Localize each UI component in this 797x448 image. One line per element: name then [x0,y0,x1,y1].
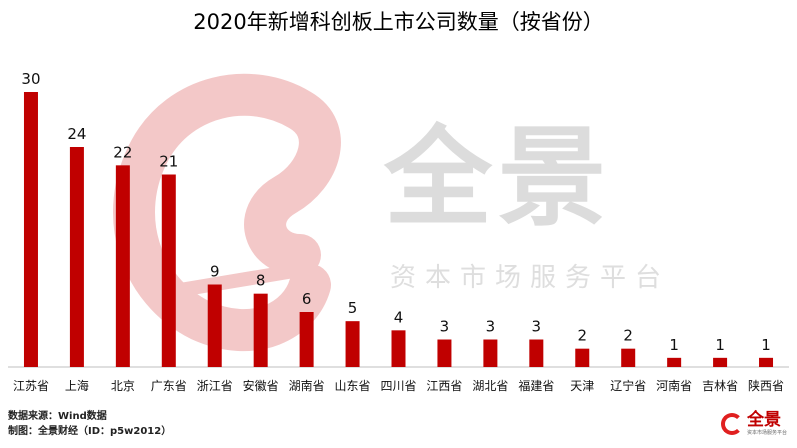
category-label-2: 北京 [111,379,135,393]
category-label-13: 辽宁省 [610,378,646,393]
data-label-8: 4 [394,308,404,326]
data-label-10: 3 [486,318,496,336]
bar-14 [667,357,682,367]
chart-title: 2020年新增科创板上市公司数量（按省份） [193,10,604,34]
bar-12 [575,348,590,367]
watermark-brand: 全景 [384,116,613,241]
bar-13 [621,348,636,367]
data-label-3: 21 [159,153,178,171]
category-label-7: 山东省 [335,379,371,393]
logo-swirl-icon [720,413,743,435]
bar-11 [529,339,544,367]
bar-15 [713,357,728,367]
bar-1 [69,147,84,367]
bar-7 [345,321,360,367]
producer-note: 制图：全景财经（ID：p5w2012） [8,426,172,437]
category-label-11: 福建省 [518,378,554,393]
data-label-9: 3 [440,318,450,336]
category-label-12: 天津 [570,379,594,393]
bar-16 [759,357,774,367]
bar-8 [391,330,406,367]
bar-4 [207,284,222,367]
category-label-5: 安徽省 [243,378,279,393]
data-label-0: 30 [21,70,40,88]
category-label-4: 浙江省 [197,379,233,393]
data-label-7: 5 [348,299,358,317]
bar-5 [253,293,268,367]
bar-0 [23,92,38,367]
category-label-3: 广东省 [151,379,187,393]
data-label-2: 22 [113,143,132,161]
bar-2 [115,165,130,367]
data-label-13: 2 [623,327,633,345]
data-source-note: 数据来源：Wind数据 [8,411,107,422]
data-label-14: 1 [669,336,679,354]
category-label-10: 湖北省 [472,378,508,393]
data-label-6: 6 [302,290,312,308]
category-label-14: 河南省 [656,378,692,393]
data-label-12: 2 [577,327,587,345]
category-label-1: 上海 [65,378,89,393]
bar-6 [299,312,314,367]
bar-9 [437,339,452,367]
bar-3 [161,174,176,367]
category-label-9: 江西省 [426,379,462,393]
data-label-1: 24 [67,125,86,143]
category-label-6: 湖南省 [289,378,325,393]
watermark-tagline: 资本市场服务平台 [390,263,671,293]
category-label-15: 吉林省 [702,379,738,393]
data-label-5: 8 [256,272,266,290]
category-label-0: 江苏省 [13,379,49,393]
data-label-4: 9 [210,263,220,281]
data-label-11: 3 [532,318,542,336]
brand-logo: 全景 资本市场服务平台 [720,410,787,436]
data-label-15: 1 [715,336,725,354]
category-label-8: 四川省 [380,379,416,393]
logo-name: 全景 [746,410,781,430]
category-label-16: 陕西省 [748,378,784,393]
bar-10 [483,339,498,367]
logo-tagline: 资本市场服务平台 [746,430,787,436]
data-label-16: 1 [761,336,771,354]
